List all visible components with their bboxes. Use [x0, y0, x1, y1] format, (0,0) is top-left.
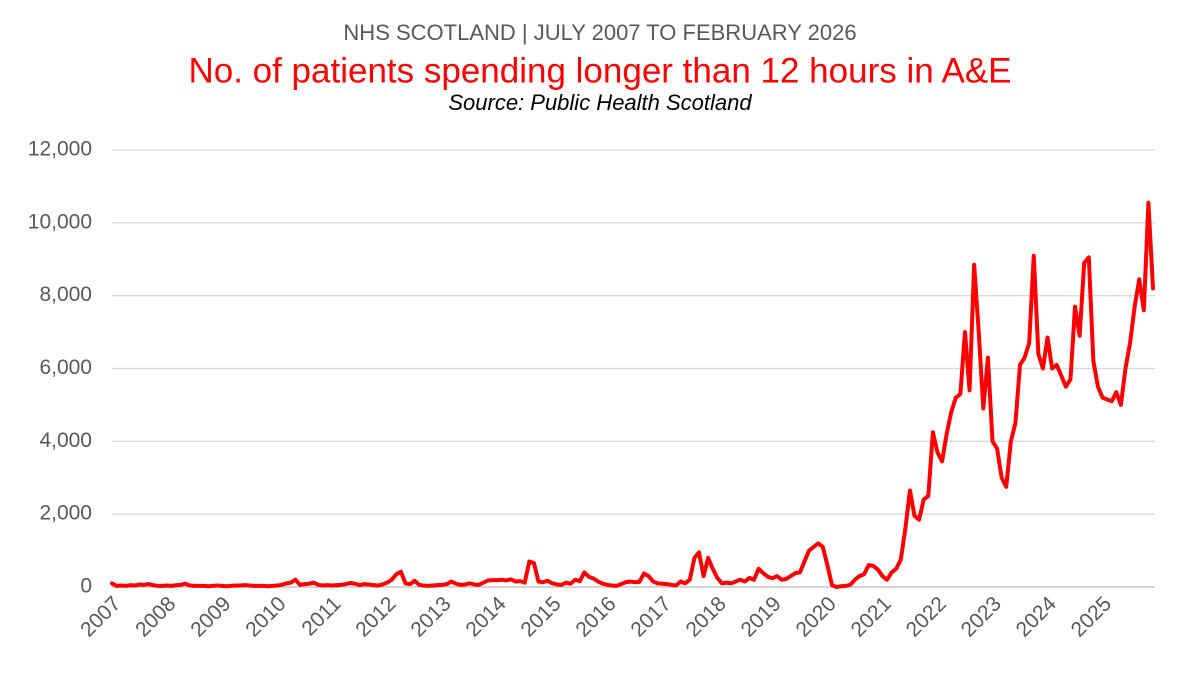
x-tick-label: 2016	[571, 592, 620, 641]
x-tick-label: 2017	[626, 592, 675, 641]
y-tick-label: 8,000	[39, 283, 92, 306]
x-tick-label: 2021	[847, 592, 896, 641]
x-tick-label: 2012	[351, 592, 400, 641]
x-tick-label: 2010	[241, 592, 290, 641]
data-line	[110, 200, 1155, 589]
y-tick-label: 12,000	[28, 138, 92, 161]
x-tick-label: 2009	[186, 592, 235, 641]
y-tick-label: 10,000	[28, 210, 92, 233]
x-tick-label: 2019	[737, 592, 786, 641]
x-tick-label: 2025	[1067, 592, 1116, 641]
chart-subtitle: NHS SCOTLAND | JULY 2007 TO FEBRUARY 202…	[343, 20, 856, 45]
x-tick-label: 2014	[461, 592, 511, 642]
x-tick-label: 2023	[957, 592, 1006, 641]
y-tick-label: 2,000	[39, 502, 92, 525]
chart-source: Source: Public Health Scotland	[448, 90, 752, 115]
x-tick-label: 2013	[406, 592, 455, 641]
y-tick-label: 4,000	[39, 429, 92, 452]
x-tick-label: 2022	[902, 592, 951, 641]
x-tick-label: 2024	[1012, 592, 1062, 642]
x-tick-label: 2011	[297, 592, 345, 640]
x-tick-label: 2008	[131, 592, 180, 641]
y-tick-label: 6,000	[39, 356, 92, 379]
x-tick-label: 2015	[516, 592, 565, 641]
x-tick-label: 2020	[792, 592, 841, 641]
x-tick-label: 2007	[76, 592, 125, 641]
chart-title: No. of patients spending longer than 12 …	[188, 51, 1011, 90]
x-tick-label: 2018	[681, 592, 730, 641]
y-tick-label: 0	[80, 575, 92, 598]
